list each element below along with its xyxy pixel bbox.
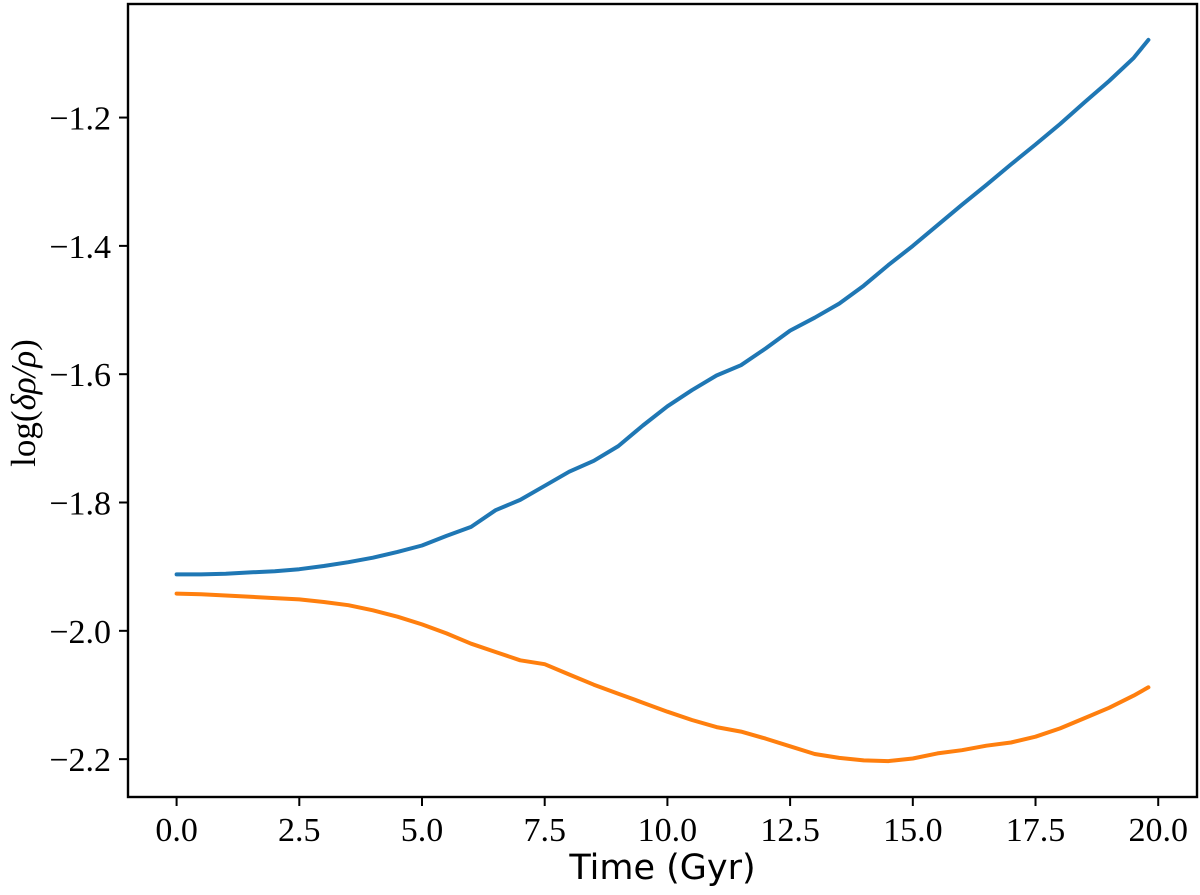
x-axis-label: Time (Gyr): [128, 848, 1197, 888]
y-tick-label: −1.8: [49, 486, 111, 523]
y-axis-label-close: ): [4, 339, 43, 351]
orange-line: [174, 591, 1151, 764]
x-tick-label: 12.5: [760, 812, 820, 849]
x-axis-label-text: Time (Gyr): [569, 848, 756, 888]
x-tick-label: 17.5: [1006, 812, 1066, 849]
x-tick-label: 0.0: [155, 812, 198, 849]
y-tick-label: −2.2: [49, 742, 111, 779]
y-tick-label: −1.4: [49, 229, 111, 266]
blue-line: [174, 37, 1151, 577]
y-tick-label: −2.0: [49, 614, 111, 651]
x-tick-label: 15.0: [883, 812, 943, 849]
x-tick-label: 10.0: [638, 812, 698, 849]
y-axis-label-arg: δρ/ρ: [4, 350, 43, 411]
x-tick-label: 20.0: [1128, 812, 1188, 849]
x-tick-label: 5.0: [401, 812, 444, 849]
y-tick-label: −1.6: [49, 357, 111, 394]
y-tick-label: −1.2: [49, 101, 111, 138]
plot-border: [126, 2, 1199, 799]
x-tick-label: 2.5: [278, 812, 321, 849]
y-axis-label-func: log(: [4, 410, 43, 467]
x-tick-label: 7.5: [523, 812, 566, 849]
y-axis-label: log(δρ/ρ): [4, 339, 44, 467]
